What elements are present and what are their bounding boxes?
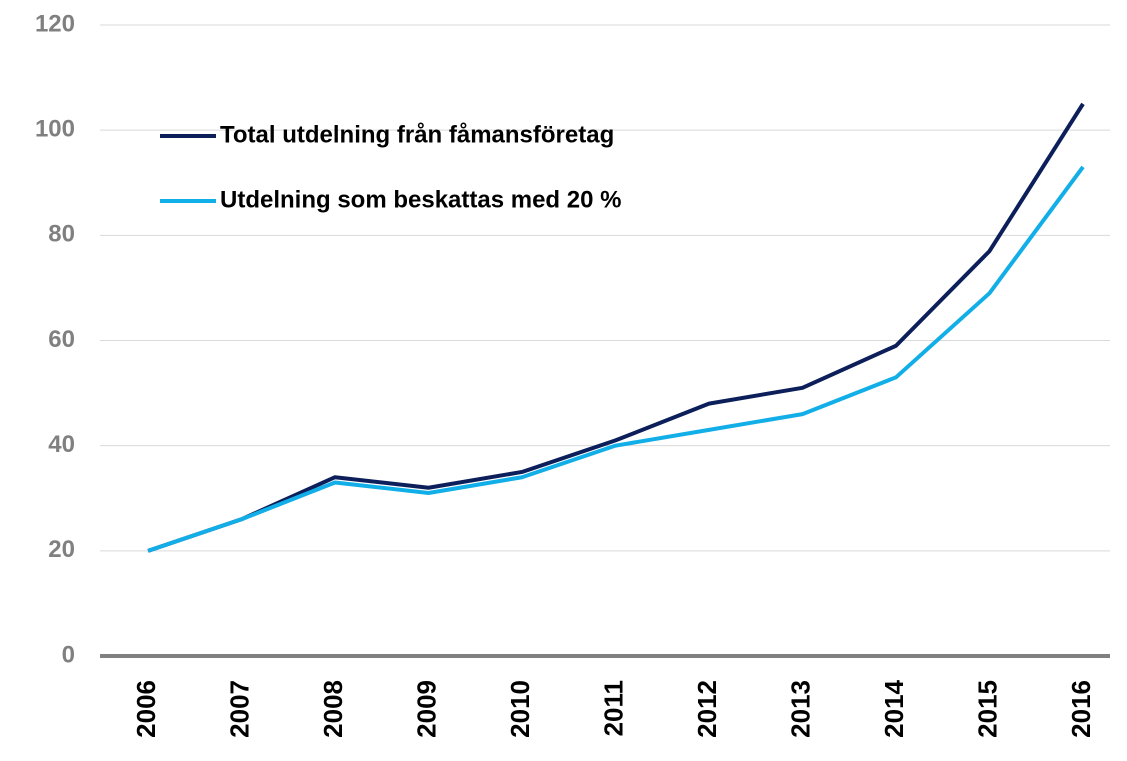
legend-label: Utdelning som beskattas med 20 % — [220, 186, 621, 213]
legend-label: Total utdelning från fåmansföretag — [220, 121, 614, 148]
y-tick-label: 0 — [62, 641, 75, 668]
series-line — [147, 165, 1085, 553]
x-tick-label: 2006 — [131, 680, 161, 738]
x-tick-label: 2012 — [692, 680, 722, 738]
y-tick-label: 20 — [48, 536, 75, 563]
x-tick-label: 2013 — [785, 680, 815, 738]
x-tick-label: 2010 — [505, 680, 535, 738]
y-tick-label: 60 — [48, 326, 75, 353]
x-tick-label: 2008 — [318, 680, 348, 738]
y-tick-label: 120 — [35, 10, 75, 37]
x-tick-label: 2014 — [879, 679, 909, 737]
y-tick-label: 80 — [48, 221, 75, 248]
x-tick-label: 2016 — [1066, 680, 1096, 738]
y-tick-label: 100 — [35, 116, 75, 143]
y-tick-label: 40 — [48, 431, 75, 458]
x-tick-label: 2009 — [411, 680, 441, 738]
x-tick-label: 2007 — [224, 680, 254, 738]
series-line — [147, 102, 1085, 553]
x-tick-label: 2011 — [598, 680, 628, 736]
x-tick-label: 2015 — [972, 680, 1002, 738]
